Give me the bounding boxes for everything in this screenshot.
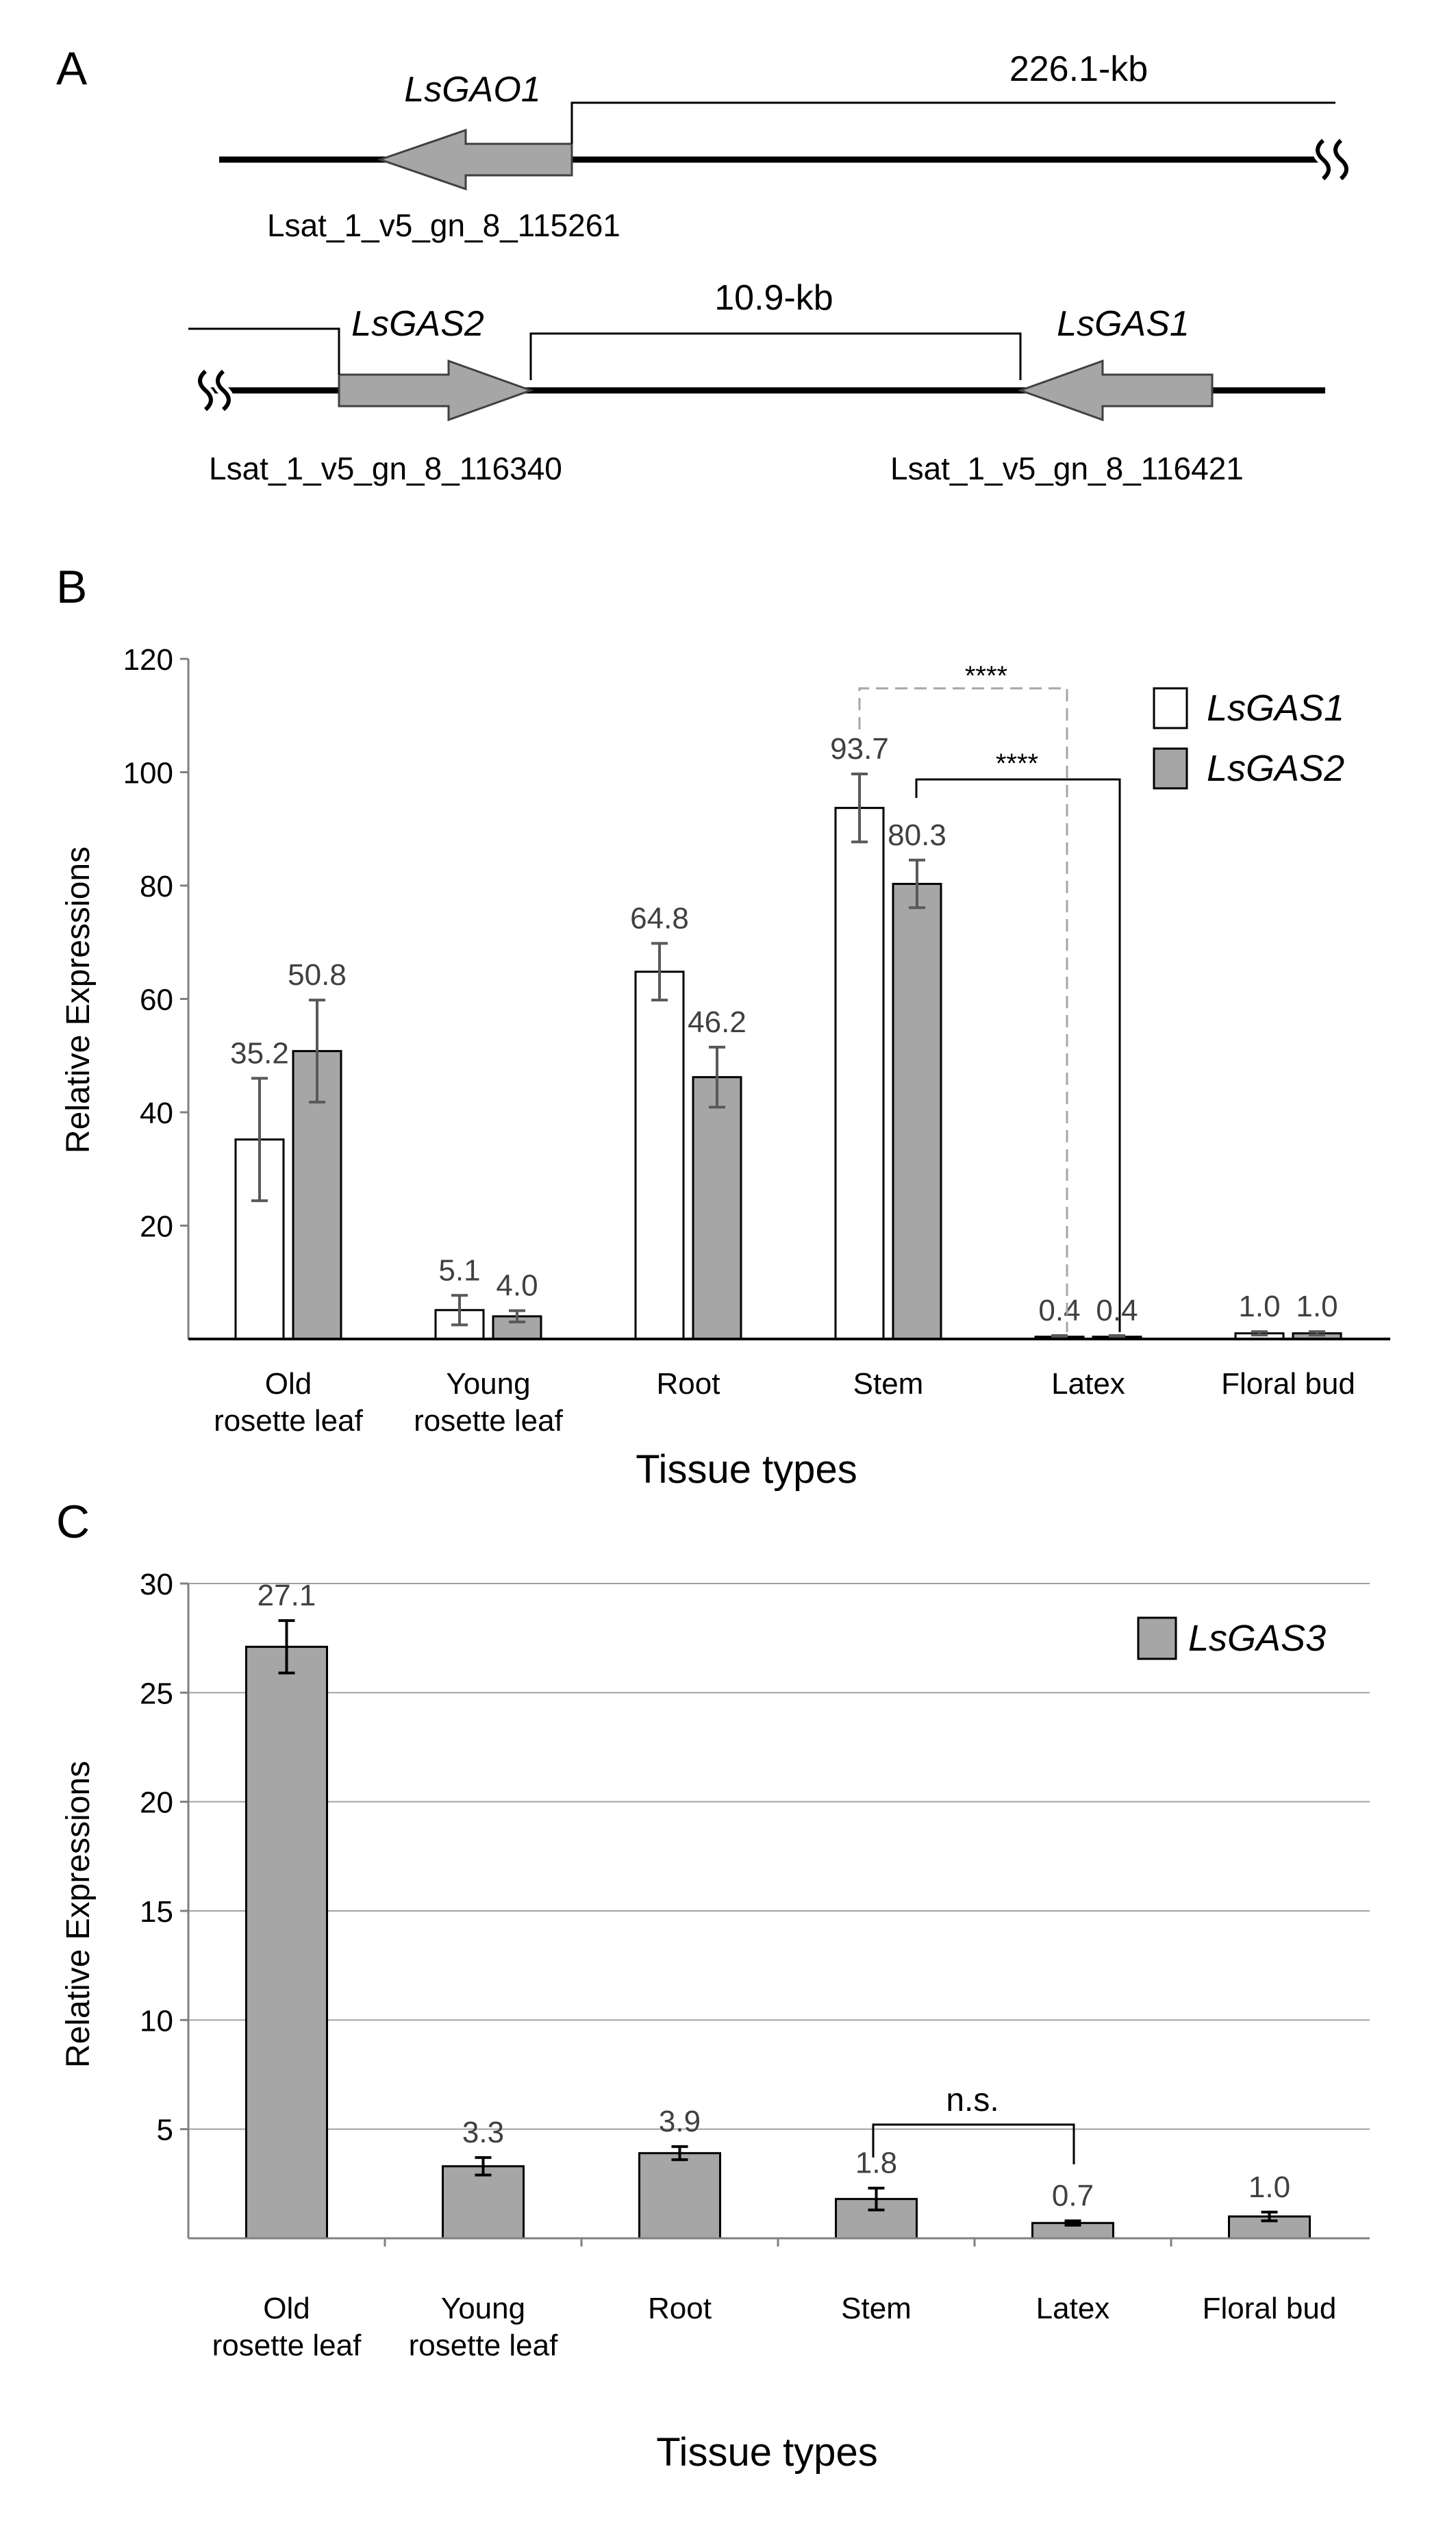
b-value-label: 1.0 — [1238, 1290, 1280, 1323]
panel-a: A LsGAO1 226.1-kb Lsat_1_v5_gn_8_115261 … — [56, 42, 1352, 486]
panel-b-label: B — [56, 561, 87, 613]
c-y-ticks: 5 10 15 20 25 30 — [140, 1568, 188, 2147]
b-y-axis-label: Relative Expressions — [60, 847, 97, 1153]
b-y-ticks: 20 40 60 80 100 120 — [123, 643, 188, 1244]
b-sig-label-2: **** — [996, 749, 1038, 779]
gene-name-lsgao1: LsGAO1 — [404, 70, 540, 110]
b-legend-label-lsgas2: LsGAS2 — [1207, 748, 1344, 789]
b-x-tick-label: Latex — [1051, 1367, 1125, 1401]
gene-id-lsgas1: Lsat_1_v5_gn_8_116421 — [890, 451, 1244, 486]
c-sig-label: n.s. — [946, 2082, 999, 2118]
b-value-label: 80.3 — [888, 818, 946, 852]
distance-226kb: 226.1-kb — [1009, 49, 1148, 89]
c-value-label: 1.0 — [1248, 2170, 1290, 2204]
b-legend-swatch-lsgas2 — [1153, 747, 1188, 790]
c-x-tick-label: rosette leaf — [409, 2329, 558, 2362]
panel-a-label: A — [56, 42, 88, 95]
c-value-label: 3.9 — [659, 2105, 701, 2138]
gene-id-lsgao1: Lsat_1_v5_gn_8_115261 — [267, 208, 620, 243]
b-legend-swatch-lsgas1 — [1153, 687, 1188, 729]
c-y-tick-label: 20 — [140, 1786, 173, 1820]
b-bars: 35.2 50.8 5.1 4.0 64.8 46.2 93.7 80.3 0.4 0.4 1.0 1… — [230, 732, 1342, 1340]
c-bar-lsgas3 — [442, 2165, 525, 2240]
b-sig-bracket-dashed — [858, 687, 1068, 1332]
b-value-label: 64.8 — [630, 901, 689, 935]
c-y-tick-label: 5 — [157, 2114, 173, 2147]
c-gridlines — [188, 1583, 1370, 2130]
bracket-left — [188, 327, 340, 375]
break-symbol-2 — [198, 369, 231, 412]
b-value-label: 1.0 — [1296, 1290, 1338, 1323]
c-x-tick-label: Old — [263, 2292, 310, 2325]
b-x-tick-label: Old — [265, 1367, 312, 1401]
b-x-tick-label: Stem — [853, 1367, 924, 1401]
b-x-axis-title: Tissue types — [636, 1447, 857, 1492]
c-y-tick-label: 10 — [140, 2004, 173, 2038]
b-legend-label-lsgas1: LsGAS1 — [1207, 688, 1344, 729]
b-x-tick-label: Root — [657, 1367, 720, 1401]
b-x-tick-label: Floral bud — [1221, 1367, 1355, 1401]
gene-arrow-lsgas2 — [338, 359, 534, 422]
c-legend-label-lsgas3: LsGAS3 — [1188, 1618, 1326, 1659]
c-x-tick-label: rosette leaf — [212, 2329, 362, 2362]
c-y-axis-label: Relative Expressions — [60, 1761, 97, 2068]
b-x-tick-label: Young — [446, 1367, 530, 1401]
bracket-226kb — [570, 101, 1335, 144]
c-value-label: 1.8 — [855, 2147, 897, 2180]
gene-name-lsgas1: LsGAS1 — [1057, 304, 1190, 344]
panel-c: C 5 10 15 20 25 30 27.1 3.3 3.9 1.8 0.7 1.0 Old ros… — [56, 1496, 1370, 2475]
gene-arrow-lsgas1 — [1017, 359, 1214, 422]
panel-b: B 20 40 60 80 100 120 35.2 50.8 5.1 4.0 64.8 46.2 9… — [56, 561, 1390, 1492]
panel-c-label: C — [56, 1496, 90, 1548]
c-value-label: 0.7 — [1052, 2179, 1094, 2213]
b-y-tick-label: 120 — [123, 643, 173, 677]
c-bar-lsgas3 — [638, 2152, 721, 2240]
c-x-tick-label: Root — [648, 2292, 712, 2325]
gene-name-lsgas2: LsGAS2 — [351, 304, 484, 344]
c-y-tick-label: 30 — [140, 1568, 173, 1601]
b-y-tick-label: 100 — [123, 757, 173, 790]
c-sig-bracket — [872, 2123, 1075, 2164]
c-x-tick-label: Young — [441, 2292, 525, 2325]
b-y-tick-label: 20 — [140, 1210, 173, 1244]
b-bar-lsgas2 — [692, 1076, 742, 1340]
c-y-tick-label: 25 — [140, 1677, 173, 1710]
b-bar-lsgas2 — [892, 883, 942, 1340]
b-sig-bracket-solid — [915, 778, 1121, 1332]
b-value-label: 0.4 — [1038, 1294, 1080, 1327]
c-x-tick-label: Latex — [1036, 2292, 1110, 2325]
c-bar-lsgas3 — [245, 1645, 328, 2240]
c-bars: 27.1 3.3 3.9 1.8 0.7 1.0 — [245, 1579, 1311, 2240]
c-x-tick-label: Stem — [841, 2292, 912, 2325]
c-x-tick-label: Floral bud — [1203, 2292, 1337, 2325]
b-value-label: 4.0 — [496, 1269, 538, 1303]
b-value-label: 35.2 — [230, 1036, 289, 1070]
b-value-label: 46.2 — [688, 1005, 746, 1039]
gene-id-lsgas2: Lsat_1_v5_gn_8_116340 — [209, 451, 562, 486]
b-value-label: 50.8 — [288, 958, 347, 992]
b-x-tick-label: rosette leaf — [214, 1404, 363, 1438]
c-value-label: 3.3 — [462, 2116, 504, 2149]
b-sig-label-1: **** — [965, 661, 1007, 691]
b-bar-lsgas1 — [834, 807, 885, 1340]
b-y-tick-label: 60 — [140, 984, 173, 1017]
b-x-tick-label: rosette leaf — [414, 1404, 563, 1438]
b-value-label: 0.4 — [1096, 1294, 1138, 1327]
gene-arrow-lsgao1 — [377, 128, 573, 191]
b-y-tick-label: 80 — [140, 870, 173, 903]
c-value-label: 27.1 — [258, 1579, 316, 1612]
c-x-axis-title: Tissue types — [656, 2430, 877, 2475]
b-value-label: 5.1 — [438, 1253, 480, 1287]
bracket-10.9kb — [529, 332, 1022, 380]
break-symbol-1 — [1316, 138, 1348, 181]
c-y-tick-label: 15 — [140, 1895, 173, 1929]
b-value-label: 93.7 — [830, 732, 889, 766]
c-x-labels: Old rosette leaf Young rosette leaf Root Stem… — [212, 2238, 1337, 2362]
c-legend-swatch-lsgas3 — [1137, 1616, 1177, 1660]
distance-10.9kb: 10.9-kb — [714, 278, 833, 318]
b-bar-lsgas1 — [634, 971, 685, 1340]
b-y-tick-label: 40 — [140, 1097, 173, 1130]
